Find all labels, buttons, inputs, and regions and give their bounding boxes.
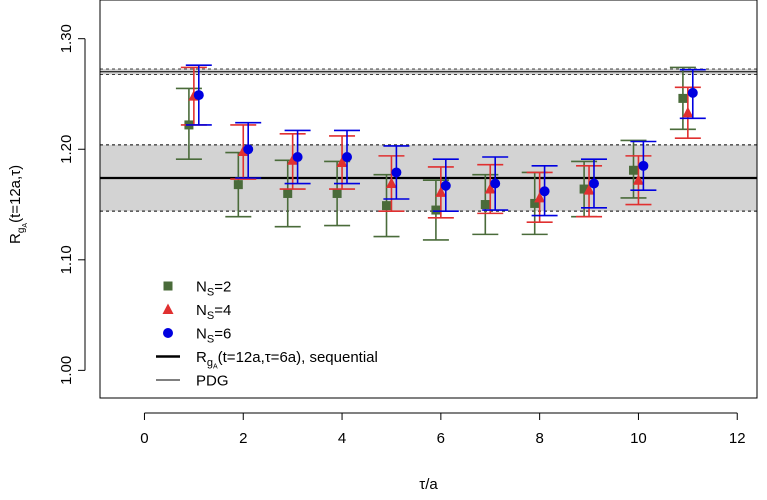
data-point	[435, 186, 447, 197]
data-point	[193, 90, 204, 101]
legend-label-subsub: A	[213, 364, 218, 371]
y-tick-label: 1.00	[58, 356, 75, 385]
series-circle	[185, 64, 706, 217]
legend-label-main: N	[196, 302, 207, 319]
y-label-rest: (t=12a,τ)	[7, 165, 24, 223]
data-point	[490, 178, 501, 189]
legend-item: NS=4	[162, 302, 231, 322]
data-series	[175, 64, 706, 241]
data-point	[292, 151, 303, 162]
y-axis-label: RgA(t=12a,τ)	[7, 165, 29, 244]
data-point	[539, 186, 550, 197]
data-point	[332, 188, 342, 198]
legend-item: NS=2	[163, 279, 231, 299]
data-point	[382, 201, 392, 211]
legend-label: PDG	[196, 373, 229, 390]
x-tick-label: 8	[535, 430, 543, 447]
legend-label: NS=4	[196, 302, 231, 322]
data-point	[530, 198, 540, 208]
series-triangle	[180, 66, 701, 224]
data-point	[682, 106, 694, 118]
x-axis: 0 2 4 6 8 10 12	[140, 412, 746, 447]
data-point	[484, 183, 496, 194]
y-axis: 1.00 1.10 1.20 1.30	[58, 24, 86, 385]
data-point	[687, 87, 698, 98]
data-point	[431, 205, 441, 215]
legend-label-rest: PDG	[196, 373, 229, 390]
data-point	[678, 93, 688, 103]
legend-label-rest: =6	[214, 326, 231, 343]
data-point	[579, 184, 589, 194]
legend-item: PDG	[156, 373, 229, 390]
data-point	[341, 151, 352, 162]
x-tick-label: 6	[437, 430, 445, 447]
x-tick-label: 10	[630, 430, 647, 447]
data-point	[632, 174, 644, 185]
legend-marker	[162, 303, 174, 314]
legend-label-main: R	[196, 349, 207, 366]
x-tick-label: 0	[140, 430, 148, 447]
legend-label: RgA(t=12a,τ=6a), sequential	[196, 349, 378, 371]
plot-frame	[99, 0, 758, 399]
y-label-sub: g	[16, 228, 27, 234]
legend-label-sub: S	[207, 287, 214, 299]
data-point	[583, 184, 595, 195]
legend-label: NS=2	[196, 279, 231, 299]
y-label-main: R	[7, 233, 24, 244]
data-point	[391, 167, 402, 178]
data-point	[287, 154, 299, 165]
legend-label-sub: g	[207, 357, 213, 369]
data-point	[534, 191, 546, 203]
x-tick-label: 4	[338, 430, 346, 447]
data-point	[588, 178, 599, 189]
legend-label-rest: (t=12a,τ=6a), sequential	[218, 349, 378, 366]
data-point	[243, 144, 254, 155]
legend-item: RgA(t=12a,τ=6a), sequential	[156, 349, 378, 371]
legend-label-main: N	[196, 279, 207, 296]
legend-marker	[163, 328, 173, 338]
legend-item: NS=6	[163, 326, 231, 346]
data-point	[233, 180, 243, 190]
data-point	[480, 200, 490, 210]
data-point	[336, 156, 348, 168]
data-point	[629, 165, 639, 175]
x-tick-label: 2	[239, 430, 247, 447]
data-point	[638, 160, 649, 171]
legend-marker	[163, 281, 173, 291]
y-tick-label: 1.20	[58, 135, 75, 164]
y-label-subsub: A	[22, 223, 29, 228]
x-tick-label: 12	[729, 430, 746, 447]
legend-label-rest: =4	[214, 302, 231, 319]
x-axis-label: τ/a	[419, 476, 438, 493]
y-tick-label: 1.10	[58, 245, 75, 274]
y-tick-label: 1.30	[58, 24, 75, 53]
legend-label-sub: S	[207, 334, 214, 346]
legend-label-sub: S	[207, 310, 214, 322]
legend-label-rest: =2	[214, 279, 231, 296]
legend-label: NS=6	[196, 326, 231, 346]
legend-label-main: N	[196, 326, 207, 343]
data-point	[440, 180, 451, 191]
data-point	[385, 177, 397, 189]
data-point	[283, 188, 293, 198]
